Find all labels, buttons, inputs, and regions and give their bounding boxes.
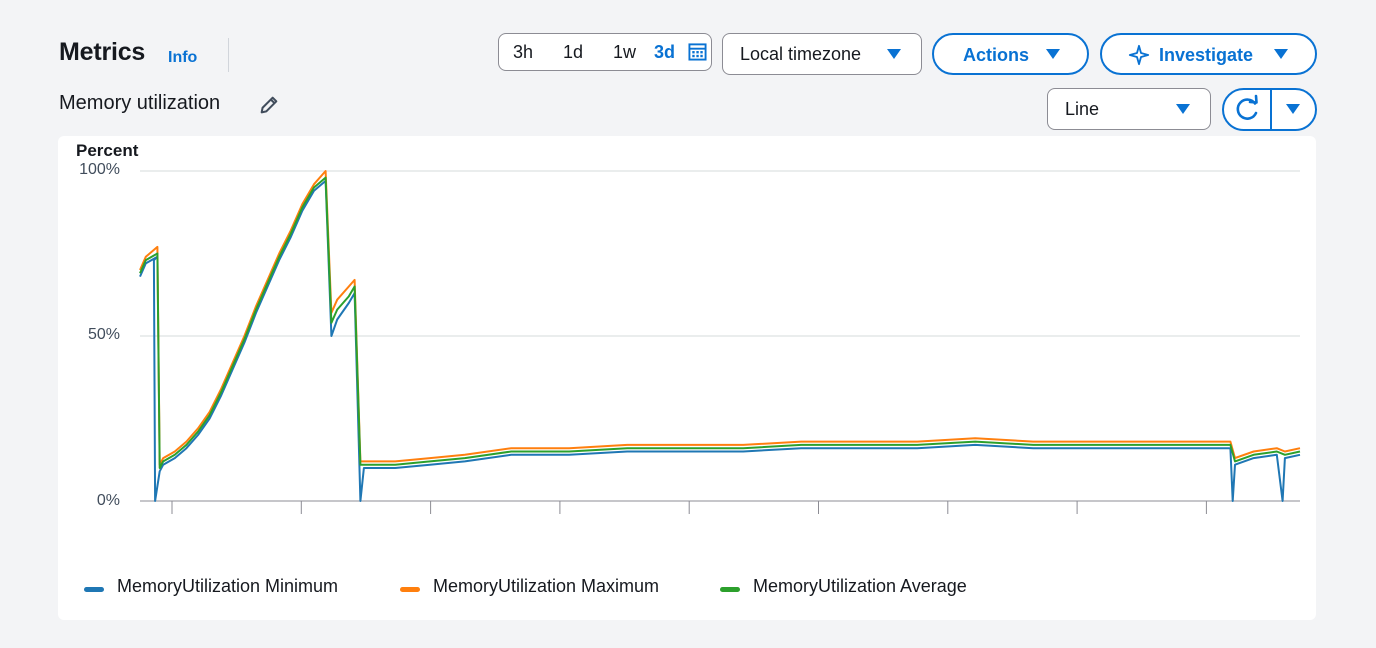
- y-tick-label: 0%: [96, 492, 120, 509]
- time-range-selector: 3h 1d 1w 3d: [498, 33, 712, 71]
- series-line-average[interactable]: [139, 176, 1301, 469]
- caret-down-icon: [1286, 104, 1300, 114]
- range-3h[interactable]: 3h: [513, 42, 534, 62]
- series-line-maximum[interactable]: [139, 170, 1301, 466]
- investigate-label: Investigate: [1159, 45, 1254, 65]
- refresh-icon[interactable]: [1224, 90, 1270, 129]
- timezone-select[interactable]: Local timezone: [722, 33, 922, 75]
- range-1d[interactable]: 1d: [563, 42, 584, 62]
- actions-button[interactable]: Actions: [932, 33, 1089, 75]
- metric-name: Memory utilization: [59, 92, 221, 114]
- caret-down-icon: [887, 49, 901, 59]
- legend-label: MemoryUtilization Minimum: [117, 576, 339, 596]
- actions-label: Actions: [963, 45, 1030, 65]
- investigate-button[interactable]: Investigate: [1100, 33, 1317, 75]
- calendar-icon[interactable]: [688, 42, 707, 61]
- header-divider: [228, 38, 229, 72]
- info-link[interactable]: Info: [168, 49, 198, 66]
- range-3d[interactable]: 3d: [654, 42, 676, 62]
- legend-swatch-average: [720, 587, 740, 592]
- y-tick-label: 50%: [87, 326, 120, 343]
- refresh-group: [1222, 88, 1317, 131]
- chart-type-value: Line: [1065, 99, 1100, 119]
- y-tick-label: 100%: [79, 161, 120, 178]
- legend-label: MemoryUtilization Average: [753, 576, 967, 596]
- timezone-value: Local timezone: [740, 44, 862, 64]
- caret-down-icon: [1274, 49, 1288, 59]
- refresh-divider: [1270, 90, 1272, 129]
- pencil-icon[interactable]: [258, 94, 280, 116]
- legend-swatch-minimum: [84, 587, 104, 592]
- range-1w[interactable]: 1w: [613, 42, 637, 62]
- legend-label: MemoryUtilization Maximum: [433, 576, 660, 596]
- chart-type-select[interactable]: Line: [1047, 88, 1211, 130]
- refresh-options-button[interactable]: [1272, 90, 1315, 129]
- caret-down-icon: [1046, 49, 1060, 59]
- sparkle-icon: [1128, 44, 1150, 66]
- page-title: Metrics: [59, 38, 146, 66]
- legend-swatch-maximum: [400, 587, 420, 592]
- series-line-minimum[interactable]: [139, 179, 1301, 502]
- y-axis-label: Percent: [76, 141, 139, 160]
- caret-down-icon: [1176, 104, 1190, 114]
- chart-panel: [58, 136, 1316, 620]
